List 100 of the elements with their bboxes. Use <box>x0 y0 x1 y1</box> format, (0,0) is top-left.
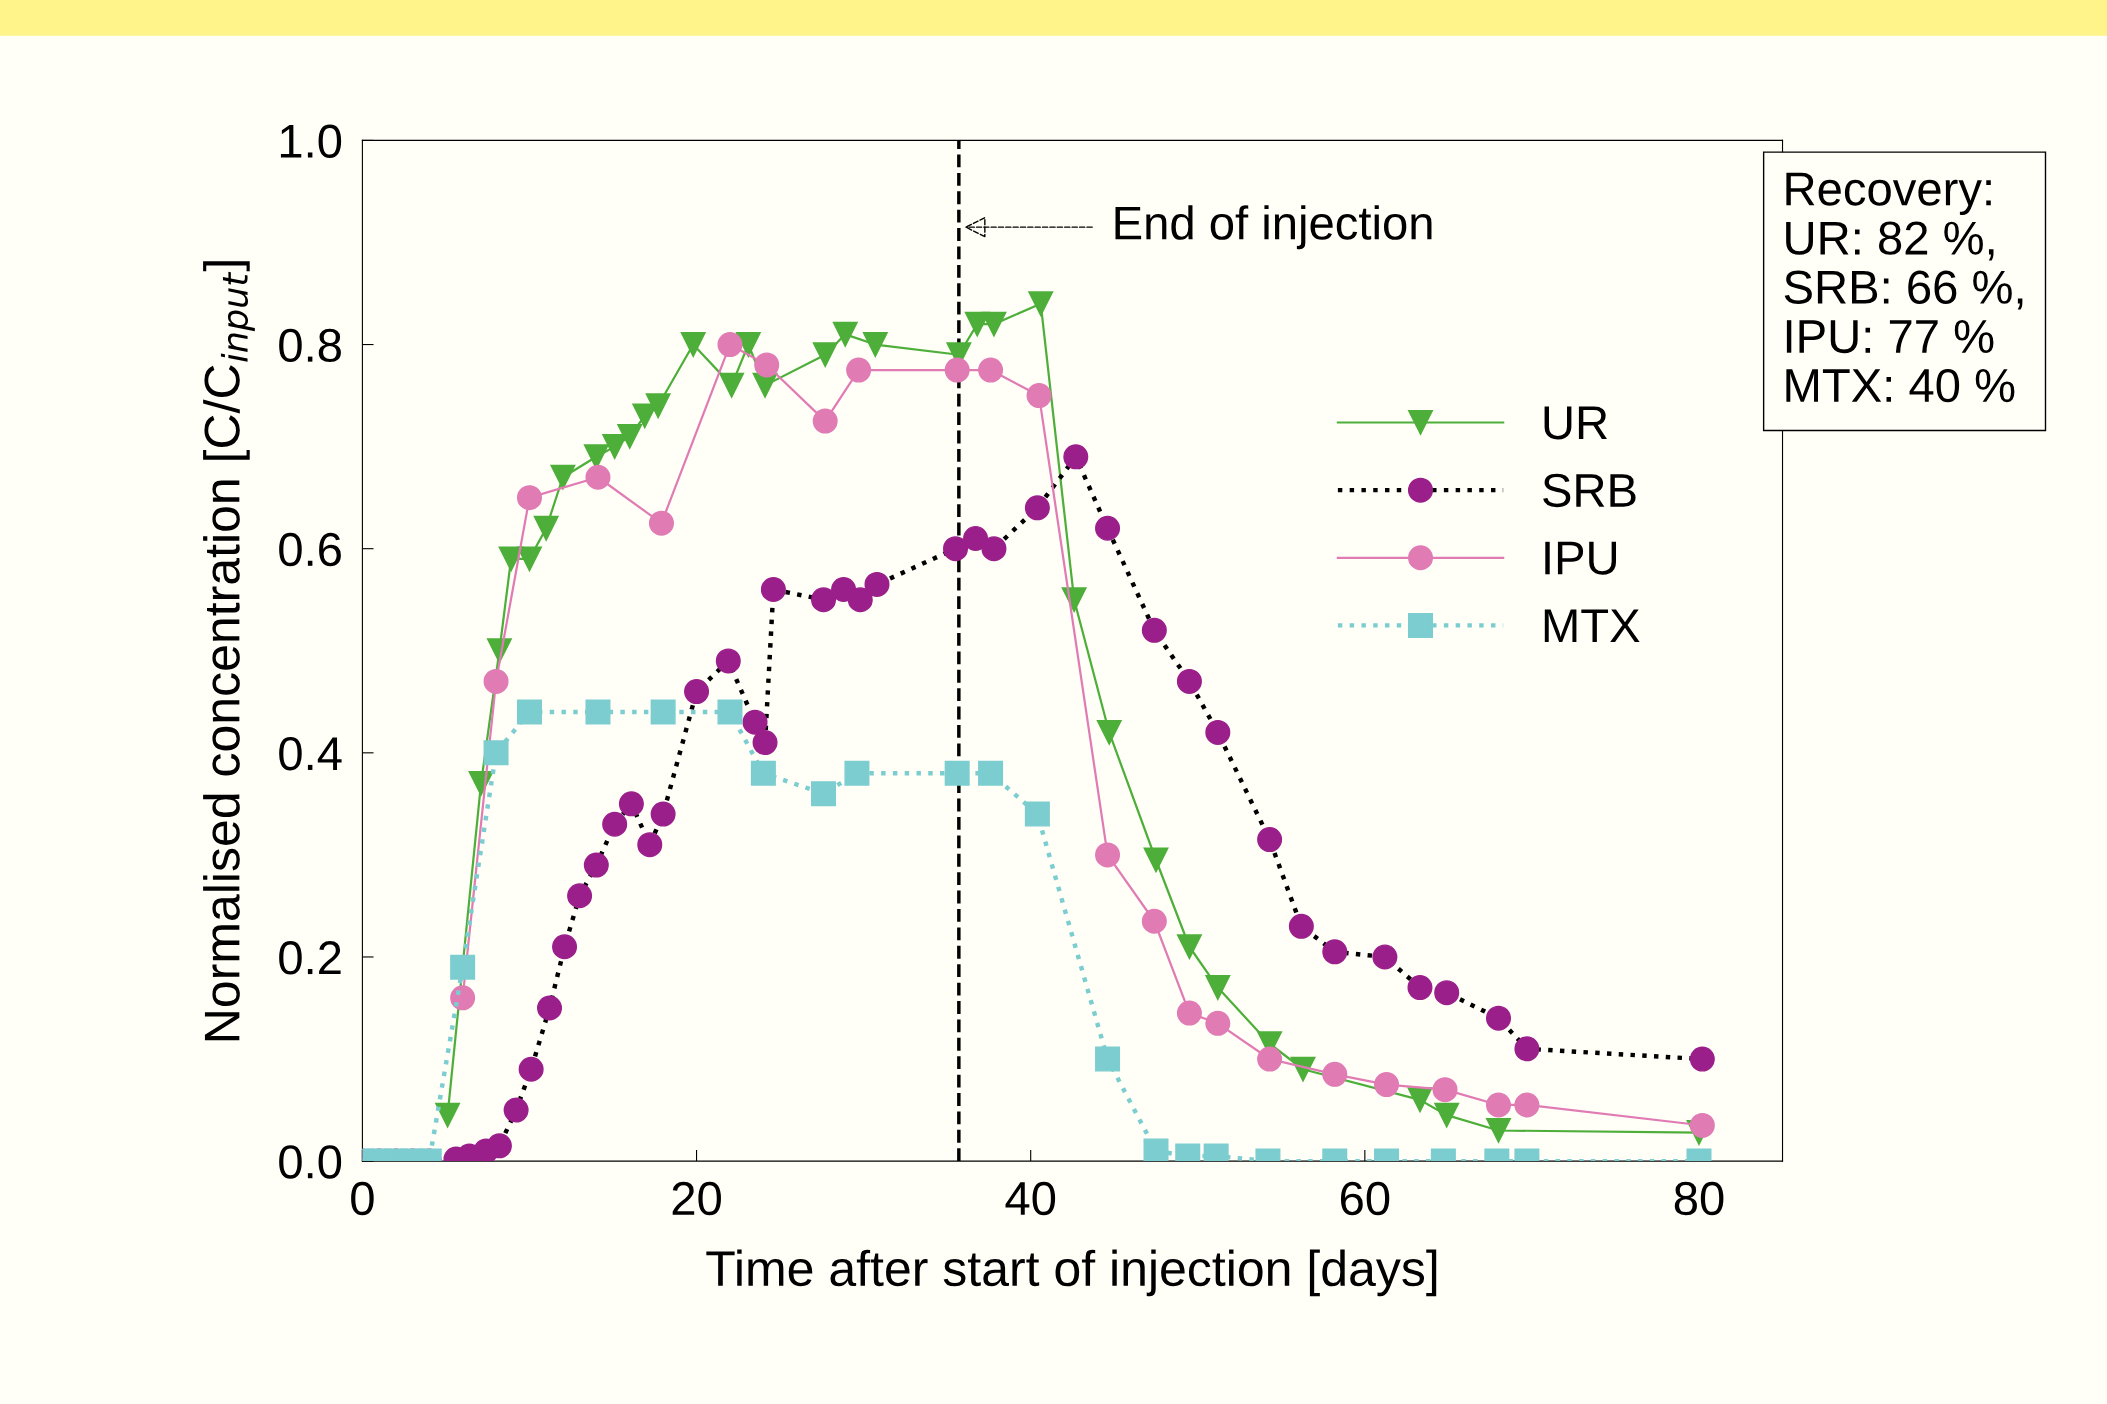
point <box>1322 1061 1348 1087</box>
point <box>1689 1112 1715 1138</box>
point <box>1141 908 1167 934</box>
point <box>516 485 542 511</box>
point <box>1024 801 1050 827</box>
point <box>1095 515 1121 541</box>
point <box>963 525 989 551</box>
y-tick-label: 0.8 <box>279 328 341 363</box>
legend-label: IPU <box>1545 541 1617 575</box>
point <box>648 510 674 536</box>
point <box>811 781 837 807</box>
point <box>717 699 743 725</box>
point <box>602 811 628 837</box>
x-tick-label: 0 <box>351 1181 374 1216</box>
point <box>1096 719 1122 745</box>
point <box>864 571 890 597</box>
point <box>1434 980 1460 1006</box>
point <box>1095 1046 1121 1072</box>
point <box>1143 1138 1169 1162</box>
point <box>1485 1117 1512 1143</box>
point <box>719 372 745 398</box>
point <box>717 332 743 358</box>
point <box>1288 913 1314 939</box>
point <box>1689 1046 1715 1072</box>
point <box>862 332 888 358</box>
point <box>503 1097 529 1123</box>
point <box>537 995 563 1021</box>
point <box>1257 1046 1283 1072</box>
point <box>1434 1102 1460 1128</box>
point <box>450 954 476 980</box>
point <box>1176 668 1202 694</box>
point <box>812 342 838 368</box>
legend-label: SRB <box>1543 473 1636 508</box>
point <box>1322 939 1348 965</box>
point <box>981 311 1007 337</box>
point <box>1176 934 1202 960</box>
point <box>735 332 761 358</box>
point <box>435 1102 461 1128</box>
point <box>1257 827 1283 853</box>
point <box>1095 842 1121 868</box>
y-axis-title: Normalised concentration [C/C$_{input}$] <box>203 261 255 1041</box>
point <box>1143 847 1169 873</box>
point <box>750 760 776 786</box>
point <box>1514 1036 1540 1062</box>
point <box>518 1056 544 1082</box>
point <box>847 587 873 613</box>
point <box>650 699 676 725</box>
point <box>533 515 559 541</box>
point <box>1141 617 1167 643</box>
point <box>1374 1072 1400 1098</box>
point <box>1205 1010 1231 1036</box>
point <box>583 852 609 878</box>
point <box>1485 1005 1512 1031</box>
point <box>680 332 706 358</box>
point <box>585 699 611 725</box>
point <box>715 648 741 674</box>
x-axis-title: Time after start of injection [days] <box>706 1249 1437 1297</box>
y-tick-label: 0.6 <box>279 532 341 567</box>
point <box>1485 1092 1512 1118</box>
point <box>1024 495 1050 521</box>
y-tick-label: 0.2 <box>279 941 341 975</box>
point <box>585 464 611 490</box>
point <box>1407 975 1433 1001</box>
point <box>637 832 663 858</box>
point <box>1372 944 1398 970</box>
x-tick-label: 80 <box>1674 1181 1724 1216</box>
point <box>811 587 837 613</box>
point <box>944 357 970 383</box>
point <box>1176 1000 1202 1026</box>
y-tick-label: 1.0 <box>280 124 342 158</box>
point <box>1407 1087 1433 1113</box>
text: Recovery: UR: 82 %, SRB: 66 %, IPU: 77 % MTX: 40 % <box>1784 172 2023 403</box>
point <box>846 357 872 383</box>
point <box>483 668 509 694</box>
point <box>1514 1092 1540 1118</box>
point <box>617 423 643 449</box>
point <box>1432 1077 1458 1103</box>
point <box>516 699 542 725</box>
point <box>978 760 1004 786</box>
annotation: End of injection <box>1115 205 1432 250</box>
point <box>754 352 780 378</box>
point <box>567 883 593 909</box>
point <box>618 791 644 817</box>
point <box>1028 291 1054 317</box>
point <box>550 464 576 490</box>
legend-label: UR <box>1544 406 1607 440</box>
point <box>602 434 628 460</box>
point <box>943 536 969 562</box>
point <box>1026 383 1052 409</box>
point <box>760 577 786 603</box>
x-tick-label: 20 <box>672 1181 721 1216</box>
point <box>832 321 858 347</box>
point <box>812 408 838 434</box>
point <box>752 730 778 756</box>
point <box>844 760 870 786</box>
x-tick-label: 40 <box>1005 1181 1056 1216</box>
point <box>486 1133 512 1159</box>
point <box>944 760 970 786</box>
point <box>981 536 1007 562</box>
x-tick-label: 60 <box>1340 1181 1390 1216</box>
